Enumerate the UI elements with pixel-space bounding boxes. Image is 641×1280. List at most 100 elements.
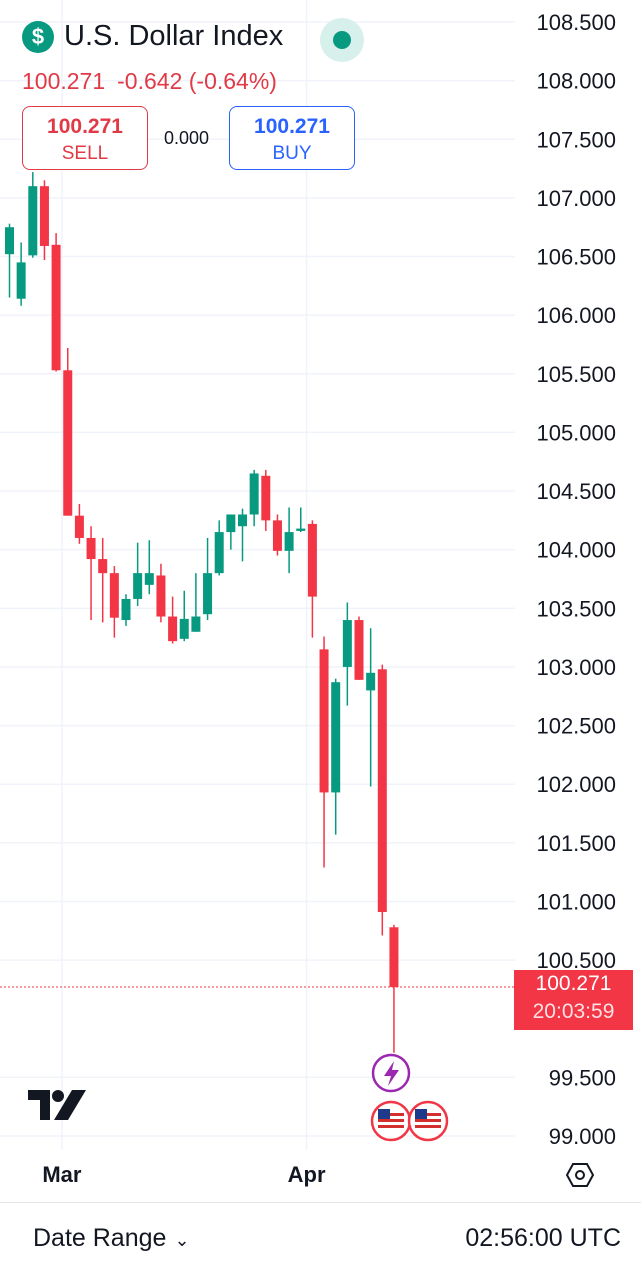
candle[interactable] bbox=[144, 540, 154, 595]
candle[interactable] bbox=[342, 602, 352, 706]
x-tick-label: Mar bbox=[42, 1162, 82, 1187]
footer-divider bbox=[0, 1202, 641, 1203]
quote-line: 100.271 -0.642 (-0.64%) bbox=[22, 68, 289, 95]
candle-body bbox=[156, 575, 166, 617]
candle-body bbox=[342, 620, 352, 667]
last-price-tag: 100.271 20:03:59 bbox=[514, 970, 633, 1030]
candle-body bbox=[261, 475, 271, 521]
candle-body bbox=[39, 186, 49, 246]
us-flag-icon[interactable] bbox=[370, 1100, 412, 1142]
candle-body bbox=[74, 515, 84, 538]
candle[interactable] bbox=[272, 514, 282, 556]
candle[interactable] bbox=[28, 172, 38, 258]
dollar-sign-icon: $ bbox=[22, 20, 54, 53]
candle[interactable] bbox=[366, 628, 376, 787]
candle-body bbox=[226, 514, 236, 533]
candle-body bbox=[377, 669, 387, 913]
lightning-event-icon[interactable] bbox=[371, 1053, 411, 1093]
candle-body bbox=[203, 573, 213, 615]
candle[interactable] bbox=[156, 563, 166, 623]
symbol-title: U.S. Dollar Index bbox=[64, 20, 284, 52]
candle[interactable] bbox=[109, 566, 119, 638]
candle[interactable] bbox=[133, 542, 143, 606]
y-tick-label: 108.000 bbox=[536, 69, 616, 94]
candle-body bbox=[28, 186, 38, 256]
candle-body bbox=[109, 573, 119, 618]
candlestick-chart[interactable]: 108.500 108.000 107.500 107.000 106.500 106.0… bbox=[0, 0, 641, 1200]
date-range-label: Date Range bbox=[33, 1224, 167, 1252]
candle-body bbox=[296, 528, 306, 531]
date-range-button[interactable]: Date Range ⌄ bbox=[33, 1224, 190, 1253]
y-tick-label: 99.000 bbox=[549, 1124, 616, 1149]
candle-body bbox=[366, 672, 376, 691]
candle[interactable] bbox=[74, 503, 84, 544]
price-change: -0.642 (-0.64%) bbox=[117, 68, 277, 94]
market-open-dot-icon bbox=[320, 18, 364, 62]
candle[interactable] bbox=[51, 233, 61, 372]
candle[interactable] bbox=[168, 596, 178, 644]
y-tick-label: 102.000 bbox=[536, 772, 616, 797]
candle[interactable] bbox=[238, 508, 247, 562]
candle[interactable] bbox=[284, 507, 294, 574]
sell-price: 100.271 bbox=[47, 115, 123, 138]
candle-body bbox=[238, 514, 247, 527]
candle[interactable] bbox=[16, 242, 26, 306]
hexagon-settings-icon[interactable] bbox=[566, 1162, 594, 1188]
y-tick-label: 103.500 bbox=[536, 596, 616, 621]
candle-body bbox=[133, 573, 143, 599]
candle[interactable] bbox=[214, 520, 224, 576]
candle[interactable] bbox=[203, 537, 213, 621]
buy-button[interactable]: 100.271 BUY bbox=[229, 106, 355, 170]
price-tag-value: 100.271 bbox=[535, 972, 612, 995]
y-tick-label: 108.500 bbox=[536, 10, 616, 35]
candle-body bbox=[51, 244, 61, 371]
x-tick-label: Apr bbox=[288, 1162, 326, 1187]
candle[interactable] bbox=[98, 537, 108, 623]
candle[interactable] bbox=[191, 573, 201, 632]
candle[interactable] bbox=[296, 507, 306, 533]
spread-value: 0.000 bbox=[164, 128, 210, 148]
candle-body bbox=[319, 649, 329, 793]
last-price: 100.271 bbox=[22, 68, 106, 94]
candle-body bbox=[121, 598, 131, 621]
bar-countdown: 20:03:59 bbox=[532, 1000, 615, 1023]
utc-clock[interactable]: 02:56:00 UTC bbox=[465, 1224, 621, 1252]
sell-button[interactable]: 100.271 SELL bbox=[22, 106, 148, 170]
tradingview-logo-icon[interactable] bbox=[28, 1090, 88, 1122]
candle[interactable] bbox=[249, 469, 259, 527]
candle[interactable] bbox=[121, 594, 131, 626]
y-tick-label: 99.500 bbox=[549, 1065, 616, 1090]
candle[interactable] bbox=[307, 520, 317, 638]
candle[interactable] bbox=[5, 223, 14, 298]
candle-body bbox=[63, 370, 73, 516]
symbol-header[interactable]: $ U.S. Dollar Index bbox=[22, 20, 283, 53]
candle[interactable] bbox=[86, 526, 96, 621]
y-tick-label: 105.500 bbox=[536, 362, 616, 387]
candle[interactable] bbox=[226, 514, 236, 550]
candle-body bbox=[272, 520, 282, 551]
y-tick-label: 107.000 bbox=[536, 186, 616, 211]
candle[interactable] bbox=[319, 636, 329, 868]
y-tick-label: 102.500 bbox=[536, 714, 616, 739]
candle[interactable] bbox=[389, 924, 399, 1053]
y-tick-label: 106.500 bbox=[536, 245, 616, 270]
y-tick-label: 101.500 bbox=[536, 831, 616, 856]
buy-price: 100.271 bbox=[254, 115, 330, 138]
candle[interactable] bbox=[261, 469, 271, 531]
candle-body bbox=[331, 682, 341, 793]
candle-body bbox=[214, 532, 224, 574]
chevron-down-icon: ⌄ bbox=[174, 1230, 190, 1250]
us-flag-icon[interactable] bbox=[407, 1100, 449, 1142]
candle[interactable] bbox=[331, 678, 341, 835]
candle[interactable] bbox=[179, 590, 189, 642]
candle-body bbox=[191, 616, 201, 632]
y-tick-label: 106.000 bbox=[536, 303, 616, 328]
y-tick-label: 105.000 bbox=[536, 420, 616, 445]
candle[interactable] bbox=[377, 664, 387, 936]
candle-body bbox=[389, 927, 399, 988]
y-tick-label: 103.000 bbox=[536, 655, 616, 680]
candle-body bbox=[16, 262, 26, 299]
candle[interactable] bbox=[39, 180, 49, 261]
candle[interactable] bbox=[354, 616, 364, 680]
candle[interactable] bbox=[63, 347, 73, 516]
